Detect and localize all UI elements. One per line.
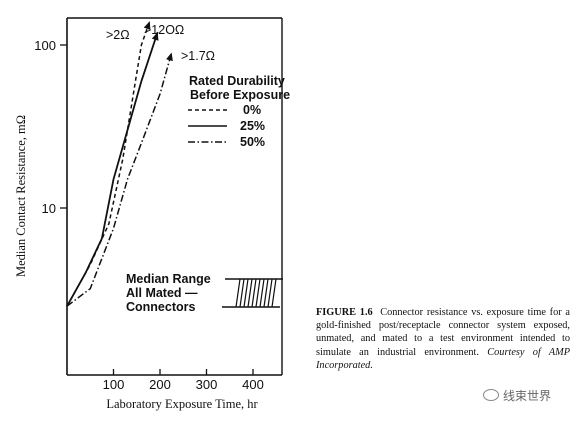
hatch-line: [271, 278, 277, 308]
hatch-line: [247, 278, 253, 308]
median-range-hatch-icon: [222, 278, 283, 308]
figure-caption: FIGURE 1.6 Connector resistance vs. expo…: [316, 306, 570, 372]
series: [66, 20, 173, 307]
hatch-line: [255, 278, 261, 308]
legend: Rated Durability Before Exposure 0% 25% …: [188, 74, 290, 149]
arrowhead-50pct: [166, 52, 173, 62]
x-tick-label: 300: [196, 377, 218, 392]
hatch-line: [263, 278, 269, 308]
legend-label-0pct: 0%: [243, 103, 261, 117]
y-tick-label: 10: [42, 201, 56, 216]
legend-title-line-1: Rated Durability: [189, 74, 285, 88]
caption-credit: Courtesy of AMP Incorporated.: [316, 346, 571, 371]
hatch-line: [235, 278, 241, 308]
inset-label-line-2: All Mated —: [126, 286, 198, 300]
legend-label-25pct: 25%: [240, 119, 265, 133]
annotation-1-7ohm: >1.7Ω: [181, 49, 215, 63]
series-line-50pct: [66, 52, 173, 307]
series-line-0pct: [66, 20, 151, 307]
caption-label: FIGURE 1.6: [316, 307, 373, 318]
watermark: 线束世界: [483, 386, 551, 404]
watermark-text: 线束世界: [503, 388, 552, 403]
x-tick-label: 200: [149, 377, 171, 392]
series-line-25pct: [66, 31, 159, 307]
y-axis-label: Median Contact Resistance, mΩ: [14, 115, 28, 277]
hatch-line: [267, 278, 273, 308]
annotation-120ohm: >12OΩ: [144, 23, 184, 37]
x-tick-label: 400: [242, 377, 264, 392]
median-range-inset: Median Range All Mated — Connectors: [126, 272, 283, 314]
hatch-line: [251, 278, 257, 308]
arrowhead-25pct: [151, 32, 159, 41]
wechat-icon: [483, 389, 499, 401]
annotation-2ohm: >2Ω: [106, 28, 130, 42]
legend-title-line-2: Before Exposure: [190, 88, 290, 102]
x-tick-label: 100: [103, 377, 125, 392]
hatch-line: [239, 278, 245, 308]
arrowhead-0pct: [143, 21, 151, 30]
hatch-line: [259, 278, 265, 308]
ticks: 100 200 300 400 10 100: [34, 38, 264, 392]
inset-label-line-3: Connectors: [126, 300, 196, 314]
legend-label-50pct: 50%: [240, 135, 265, 149]
hatch-line: [243, 278, 249, 308]
caption-text: Connector resistance vs. exposure time f…: [316, 307, 570, 358]
inset-label-line-1: Median Range: [126, 272, 211, 286]
y-tick-label: 100: [34, 38, 56, 53]
x-axis-label: Laboratory Exposure Time, hr: [106, 397, 258, 411]
axes: [66, 17, 283, 376]
